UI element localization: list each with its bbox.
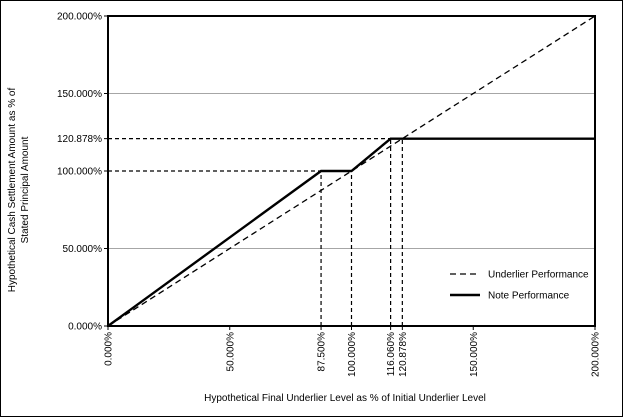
plot-area [107,15,596,327]
y-axis-title: Stated Principal Amount [20,136,31,243]
x-tick-label: 200.000% [591,332,602,377]
y-tick-label: 150.000% [57,89,102,100]
y-tick-label: 100.000% [57,167,102,178]
x-tick-label: 87.500% [317,332,328,372]
x-axis-title: Hypothetical Final Underlier Level as % … [204,393,486,404]
series-line [107,15,596,327]
y-tick-label: 50.000% [63,244,103,255]
x-tick-label: 0.000% [104,332,115,366]
legend-label: Underlier Performance [488,270,589,281]
y-tick-label: 200.000% [57,12,102,23]
x-tick-label: 50.000% [225,332,236,372]
y-tick-label: 120.878% [57,134,102,145]
x-tick-label: 116.060% [386,332,397,376]
legend-label: Note Performance [488,291,570,302]
y-tick-label: 0.000% [68,322,102,333]
x-tick-label: 120.878% [398,332,409,377]
y-axis-title: Hypothetical Cash Settlement Amount as %… [7,88,18,293]
series-line [107,137,595,327]
x-tick-label: 150.000% [469,332,480,377]
x-tick-label: 100.000% [347,332,358,377]
